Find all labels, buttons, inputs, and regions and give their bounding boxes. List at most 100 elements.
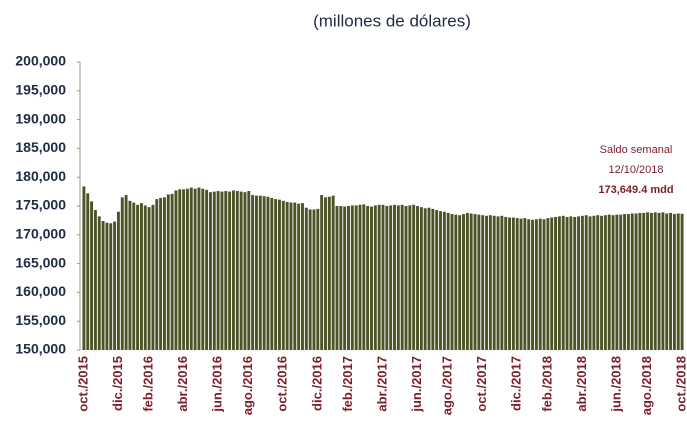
y-tick-label: 165,000 bbox=[15, 254, 66, 270]
bar bbox=[649, 212, 653, 350]
y-tick-label: 200,000 bbox=[15, 53, 66, 69]
bar bbox=[86, 193, 90, 350]
bar bbox=[93, 210, 97, 350]
bar bbox=[393, 204, 396, 350]
bar bbox=[266, 196, 270, 350]
bar bbox=[366, 206, 370, 350]
bar bbox=[354, 205, 358, 350]
bar bbox=[404, 206, 408, 350]
bar bbox=[197, 187, 201, 350]
bar bbox=[289, 202, 293, 350]
bar bbox=[381, 204, 385, 350]
bar bbox=[193, 188, 197, 350]
bar bbox=[285, 201, 289, 350]
x-tick-label: jun./2017 bbox=[409, 356, 424, 413]
bar bbox=[431, 208, 435, 350]
x-tick-label: feb./2017 bbox=[340, 356, 355, 412]
bar bbox=[511, 217, 515, 350]
bar bbox=[82, 186, 86, 350]
bar bbox=[316, 208, 320, 350]
bar bbox=[262, 196, 266, 350]
x-tick-label: ago./2018 bbox=[639, 356, 654, 415]
bar bbox=[109, 223, 113, 350]
bar bbox=[174, 190, 178, 350]
x-tick-label: oct./2017 bbox=[474, 356, 489, 412]
bar bbox=[634, 213, 638, 350]
bar bbox=[143, 205, 147, 350]
bar bbox=[120, 197, 124, 350]
bar bbox=[132, 202, 136, 350]
bar bbox=[611, 215, 615, 350]
bar bbox=[339, 206, 343, 350]
bar bbox=[423, 208, 427, 350]
y-tick-label: 150,000 bbox=[15, 341, 66, 357]
annotation: Saldo semanal bbox=[600, 144, 673, 156]
bar bbox=[672, 214, 676, 350]
bar bbox=[235, 191, 239, 350]
bar bbox=[389, 205, 393, 350]
bar bbox=[676, 213, 680, 350]
x-tick-label: jun./2016 bbox=[210, 356, 225, 413]
bar bbox=[669, 212, 673, 350]
bar bbox=[247, 191, 251, 350]
bar bbox=[385, 206, 389, 350]
x-tick-label: abr./2018 bbox=[574, 356, 589, 412]
bar bbox=[293, 202, 297, 350]
bar bbox=[531, 219, 534, 350]
bar bbox=[657, 212, 661, 350]
bar bbox=[446, 212, 450, 350]
bar bbox=[377, 204, 381, 350]
bar bbox=[251, 195, 255, 350]
bar bbox=[312, 209, 316, 350]
bar bbox=[427, 207, 431, 350]
bar bbox=[178, 189, 182, 350]
bar bbox=[212, 191, 216, 350]
bar bbox=[554, 216, 558, 350]
bar bbox=[653, 212, 657, 350]
bar bbox=[97, 216, 101, 350]
bar bbox=[603, 215, 607, 350]
bar bbox=[159, 197, 163, 350]
annotation: 173,649.4 mdd bbox=[598, 184, 673, 196]
bar bbox=[527, 219, 531, 350]
bar bbox=[408, 205, 412, 350]
bar bbox=[331, 195, 335, 350]
bar bbox=[588, 216, 592, 350]
bar bbox=[208, 192, 212, 350]
bar bbox=[113, 221, 117, 350]
bar bbox=[508, 217, 511, 350]
bar bbox=[661, 212, 665, 350]
bar bbox=[358, 204, 362, 350]
bar bbox=[239, 191, 243, 350]
bar bbox=[155, 199, 159, 350]
bar bbox=[139, 203, 143, 350]
bar bbox=[396, 205, 400, 350]
bar bbox=[205, 189, 209, 350]
bar bbox=[347, 206, 350, 350]
bar bbox=[519, 218, 523, 350]
bar bbox=[400, 204, 404, 350]
bar bbox=[607, 214, 611, 350]
bar bbox=[166, 194, 170, 350]
bar bbox=[665, 213, 669, 350]
y-tick-label: 190,000 bbox=[15, 110, 66, 126]
bar bbox=[454, 214, 458, 350]
x-tick-label: feb./2016 bbox=[141, 356, 156, 412]
bar bbox=[308, 209, 312, 350]
bar bbox=[416, 206, 419, 350]
bar bbox=[580, 215, 584, 350]
x-tick-label: oct./2018 bbox=[674, 356, 687, 412]
bar bbox=[162, 197, 166, 350]
bar bbox=[243, 192, 247, 350]
bar bbox=[523, 218, 527, 350]
bar bbox=[577, 216, 581, 350]
bar bbox=[324, 197, 327, 350]
bar bbox=[278, 199, 281, 350]
bar bbox=[185, 188, 189, 350]
bar bbox=[458, 215, 462, 350]
bar bbox=[569, 216, 573, 350]
bar bbox=[638, 212, 642, 350]
bar bbox=[124, 195, 128, 350]
bar bbox=[619, 214, 623, 350]
